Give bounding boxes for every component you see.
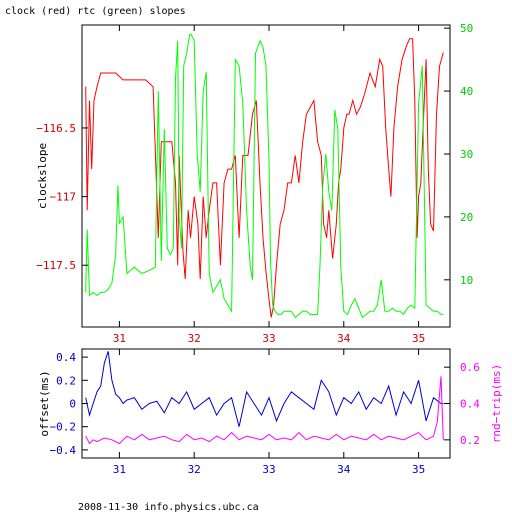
slope-left-tick-label: −116.5 bbox=[36, 122, 76, 135]
slope-right-tick-label: 30 bbox=[460, 148, 473, 161]
offset-x-tick-label: 33 bbox=[262, 463, 275, 476]
offset-left-tick-label: 0.2 bbox=[56, 374, 76, 387]
offset-x-tick-label: 32 bbox=[188, 463, 201, 476]
slope-left-tick-label: −117 bbox=[50, 191, 77, 204]
offset-right-tick-label: 0.2 bbox=[460, 434, 480, 447]
offset-x-tick-label: 31 bbox=[113, 463, 126, 476]
offset-x-tick-label: 35 bbox=[412, 463, 425, 476]
offset-left-axis-label: offset(ms) bbox=[38, 370, 51, 436]
offset-series-right-line bbox=[85, 376, 444, 445]
offset-right-axis-label: rnd−trip(ms) bbox=[490, 364, 503, 443]
slope-panel-frame bbox=[81, 24, 451, 328]
offset-left-tick-label: 0 bbox=[69, 398, 76, 411]
offset-series-left-line bbox=[85, 351, 444, 427]
offset-x-tick-label: 34 bbox=[337, 463, 351, 476]
slope-left-tick-label: −117.5 bbox=[36, 259, 76, 272]
slope-right-tick-label: 50 bbox=[460, 22, 473, 35]
slope-right-tick-label: 20 bbox=[460, 211, 473, 224]
offset-right-tick-label: 0.6 bbox=[460, 361, 480, 374]
slope-x-tick-label: 32 bbox=[188, 332, 201, 345]
offset-left-tick-label: −0.2 bbox=[50, 421, 77, 434]
slope-x-tick-label: 33 bbox=[262, 332, 275, 345]
slope-left-axis-label: clockslope bbox=[36, 143, 49, 209]
slope-x-tick-label: 31 bbox=[113, 332, 126, 345]
offset-left-tick-label: 0.4 bbox=[56, 351, 76, 364]
slope-right-tick-label: 10 bbox=[460, 274, 473, 287]
slope-series-left-line bbox=[85, 38, 444, 318]
slope-series-right-line bbox=[85, 33, 444, 319]
footer-text: 2008-11-30 info.physics.ubc.ca bbox=[78, 502, 259, 512]
slope-x-tick-label: 34 bbox=[337, 332, 351, 345]
offset-left-tick-label: −0.4 bbox=[50, 444, 77, 457]
offset-right-tick-label: 0.4 bbox=[460, 398, 480, 411]
slope-x-tick-label: 35 bbox=[412, 332, 425, 345]
chart-title: clock (red) rtc (green) slopes bbox=[5, 6, 186, 17]
slope-right-tick-label: 40 bbox=[460, 85, 473, 98]
